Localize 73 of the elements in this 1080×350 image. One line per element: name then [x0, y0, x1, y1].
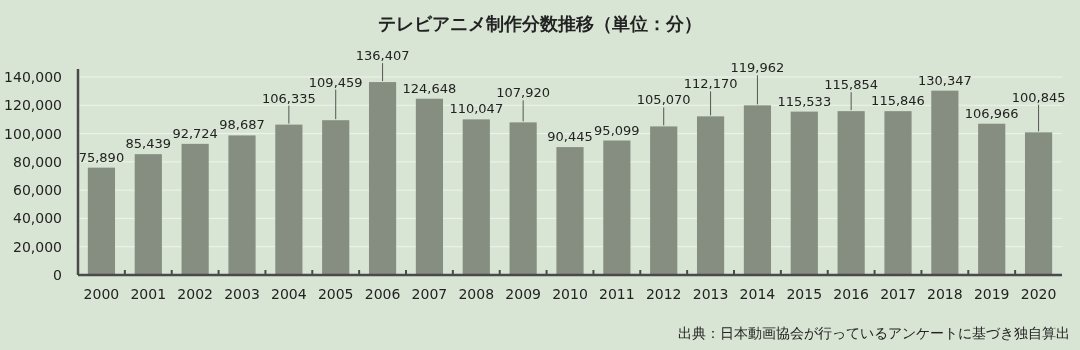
data-label: 109,459 — [308, 74, 363, 90]
data-label: 75,890 — [78, 149, 125, 165]
data-label: 106,335 — [261, 90, 316, 106]
y-tick-label: 60,000 — [13, 182, 62, 199]
bar — [228, 135, 256, 275]
y-tick-label: 0 — [53, 267, 62, 283]
data-label: 130,347 — [917, 72, 972, 88]
x-tick-label: 2020 — [1020, 286, 1057, 302]
bar — [978, 123, 1006, 275]
data-label: 112,170 — [683, 76, 738, 92]
x-tick-label: 2010 — [552, 286, 588, 302]
data-label: 136,407 — [355, 48, 410, 64]
x-tick-label: 2002 — [177, 286, 213, 302]
bar — [743, 105, 772, 275]
x-tick-label: 2007 — [411, 286, 448, 302]
bar — [134, 154, 162, 275]
x-tick-label: 2009 — [505, 286, 541, 302]
x-tick-label: 2004 — [271, 286, 307, 302]
bar — [603, 140, 631, 275]
chart-title: テレビアニメ制作分数推移（単位：分） — [378, 13, 702, 34]
x-tick-label: 2008 — [458, 286, 495, 302]
data-label: 95,099 — [594, 122, 640, 138]
x-tick-label: 2001 — [130, 286, 167, 302]
bar — [696, 116, 725, 275]
bar — [275, 124, 303, 275]
x-tick-label: 2000 — [83, 286, 120, 302]
bar — [87, 167, 116, 275]
y-tick-label: 20,000 — [13, 238, 62, 255]
data-label: 115,854 — [824, 77, 879, 93]
data-label: 100,845 — [1011, 89, 1066, 105]
y-tick-label: 140,000 — [4, 69, 62, 85]
data-label: 90,445 — [547, 129, 593, 145]
data-label: 124,648 — [402, 80, 457, 96]
bar — [556, 147, 584, 275]
bar — [837, 111, 865, 275]
x-tick-label: 2014 — [739, 286, 776, 302]
data-label: 92,724 — [172, 125, 218, 141]
bar — [415, 98, 444, 275]
x-tick-label: 2006 — [364, 286, 401, 302]
data-label: 85,439 — [125, 136, 172, 152]
x-tick-label: 2003 — [224, 286, 260, 302]
data-label: 119,962 — [730, 60, 785, 76]
bar — [650, 126, 678, 275]
bar — [1024, 132, 1053, 275]
data-label: 98,687 — [219, 117, 265, 133]
x-tick-label: 2005 — [317, 286, 354, 302]
bar — [368, 82, 397, 275]
x-tick-label: 2019 — [973, 286, 1010, 302]
data-label: 115,533 — [777, 93, 832, 109]
x-tick-label: 2012 — [645, 286, 682, 302]
bar — [509, 122, 537, 275]
bar — [462, 119, 490, 275]
y-tick-label: 40,000 — [13, 210, 62, 227]
bar — [181, 143, 209, 275]
x-tick-label: 2018 — [927, 286, 963, 302]
x-tick-label: 2013 — [692, 286, 729, 302]
data-label: 110,047 — [449, 101, 504, 117]
bar — [322, 120, 350, 275]
source-note: 出典：日本動画協会が行っているアンケートに基づき独自算出 — [678, 325, 1070, 341]
x-tick-label: 2016 — [833, 286, 870, 302]
bar — [884, 111, 912, 275]
data-label: 105,070 — [636, 92, 691, 108]
bar — [790, 111, 818, 275]
x-tick-label: 2011 — [599, 286, 635, 302]
data-label: 115,846 — [871, 93, 925, 109]
bar — [931, 90, 959, 275]
data-label: 106,966 — [964, 105, 1019, 121]
y-tick-label: 80,000 — [13, 153, 62, 170]
x-tick-label: 2017 — [880, 286, 916, 302]
data-label: 107,920 — [496, 85, 551, 101]
x-tick-label: 2015 — [786, 286, 823, 302]
y-tick-label: 120,000 — [4, 97, 62, 114]
y-tick-label: 100,000 — [4, 125, 62, 142]
